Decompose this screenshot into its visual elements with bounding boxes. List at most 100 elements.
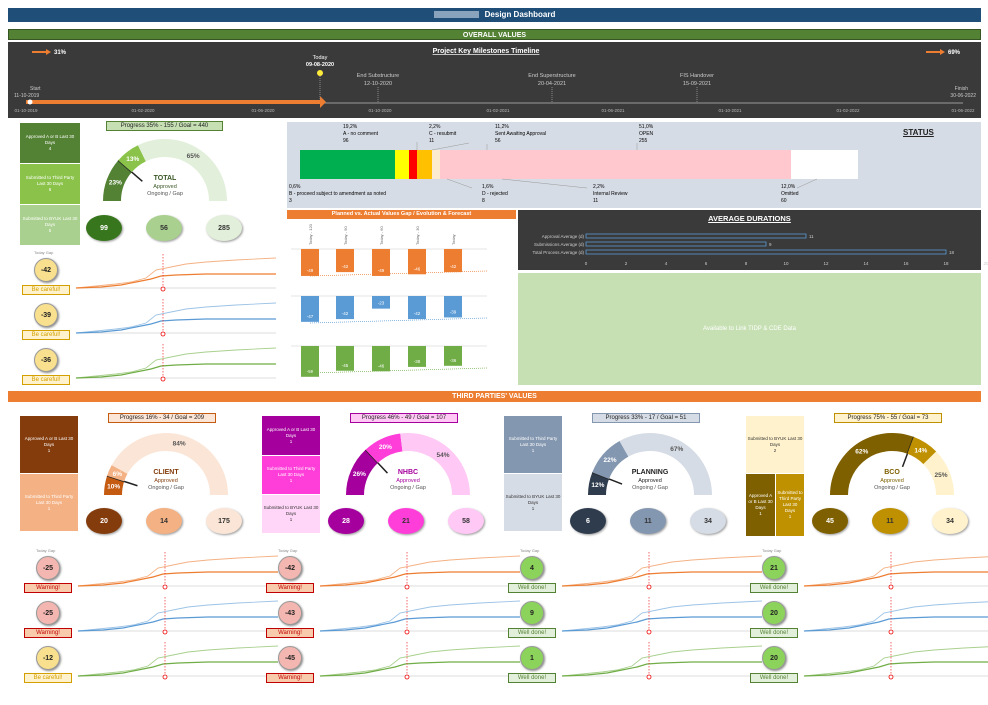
timeline-tick-label: 01-02-2021 <box>486 108 510 113</box>
client-gauge-needle <box>106 475 138 487</box>
planning-count-circle: 6 <box>570 508 606 534</box>
today-marker-dot <box>317 70 323 76</box>
status-segment <box>440 150 507 179</box>
client-gauge-segment <box>107 465 128 482</box>
duration-axis-tick: 8 <box>745 261 748 266</box>
total-gap-indicator: -36 <box>34 348 58 372</box>
bco-gauge-sub2: Ongoing / Gap <box>874 485 910 491</box>
nhbc-recent-box-label: Submitted to Third Party Last 30 Days <box>266 466 316 477</box>
client-gauge-sub2: Ongoing / Gap <box>148 485 184 491</box>
total-gauge-pct: 23% <box>109 179 122 186</box>
planned-gap-bar <box>372 249 390 276</box>
bco-recent-box-label: Submitted to Third Party Last 30 Days <box>777 490 803 513</box>
total-recent-box-label: Approved A or B Last 30 Days <box>25 134 75 145</box>
status-bottom-n: 8 <box>482 198 485 204</box>
duration-value: 18 <box>949 250 955 255</box>
trend-today-marker <box>404 674 410 680</box>
trend-today-marker <box>646 584 652 590</box>
trend-actual-line <box>77 616 278 632</box>
trend-planned-line <box>561 555 763 587</box>
nhbc-gauge-pct: 26% <box>353 471 366 478</box>
status-segment <box>395 150 409 179</box>
nhbc-recent-box-value: 1 <box>289 438 293 444</box>
status-bottom-name: Omitted <box>781 191 799 197</box>
total-gauge-sub1: Approved <box>153 184 177 190</box>
nhbc-gauge-sub1: Approved <box>396 478 420 484</box>
planning-count-circle: 11 <box>630 508 666 534</box>
bco-gauge-pct: 62% <box>855 448 868 455</box>
trend-planned-line <box>75 302 277 334</box>
trend-today-marker <box>160 331 166 337</box>
nhbc-status-tag: Warning! <box>266 673 314 683</box>
planning-gauge-segment <box>592 440 629 479</box>
planned-gap-bar <box>336 346 354 371</box>
planning-today-gap-label: Today Gap <box>520 548 540 553</box>
third-parties-title: THIRD PARTIES' VALUES <box>452 393 537 400</box>
timeline-tick-label: 01-06-2022 <box>951 108 975 113</box>
client-gauge-segment <box>104 475 125 495</box>
milestone-date: 12-10-2020 <box>364 81 392 87</box>
finish-date: 30-06-2022 <box>950 93 976 99</box>
total-recent-box-label: Submitted to Third Party Last 30 Days <box>25 175 75 186</box>
duration-axis-tick: 6 <box>705 261 708 266</box>
client-gauge-pct: 10% <box>107 484 120 491</box>
bco-trend-chart <box>803 642 988 680</box>
planned-gap-bar <box>336 296 354 320</box>
planning-count-circle: 34 <box>690 508 726 534</box>
milestone-label: End Substructure <box>357 73 400 79</box>
trend-today-marker <box>160 286 166 292</box>
planned-gap-bar <box>301 346 319 377</box>
planning-progress-label: Progress 33% - 17 / Goal = 51 <box>592 413 700 423</box>
total-trend-chart <box>75 254 277 292</box>
client-trend-chart <box>77 552 279 590</box>
nhbc-gauge-pct: 54% <box>437 452 450 459</box>
duration-value: 9 <box>769 242 772 247</box>
bco-gauge-pct: 25% <box>935 472 948 479</box>
trend-planned-line <box>75 347 277 379</box>
total-gap-indicator: -39 <box>34 303 58 327</box>
total-recent-box-value: 5 <box>48 228 52 233</box>
nhbc-progress-label: Progress 46% - 49 / Goal = 107 <box>350 413 458 423</box>
total-status-tag: Be careful! <box>22 330 70 340</box>
duration-label: Submissions Average (d) <box>534 242 584 247</box>
duration-axis-tick: 12 <box>823 261 829 266</box>
client-trend-chart <box>77 642 279 680</box>
bco-status-tag: Well done! <box>750 673 798 683</box>
planning-gauge-sub1: Approved <box>638 478 662 484</box>
bco-today-gap-label: Today Gap <box>762 548 782 553</box>
planning-gap-indicator: 4 <box>520 556 544 580</box>
status-top-name: OPEN <box>639 131 654 137</box>
planned-gap-value: -47 <box>307 314 314 319</box>
total-recent-box: Submitted to Third Party Last 30 Days 6 <box>20 164 80 204</box>
total-recent-box-value: 4 <box>48 146 52 151</box>
planned-gap-value: -49 <box>378 268 385 273</box>
status-bottom-pct: 2,2% <box>593 184 605 190</box>
client-count-circle: 14 <box>146 508 182 534</box>
nhbc-gauge-sub2: Ongoing / Gap <box>390 485 426 491</box>
trend-planned-line <box>75 257 277 289</box>
overall-values-bar: OVERALL VALUES <box>8 29 981 40</box>
planned-gap-value: -42 <box>342 264 349 269</box>
right-arrow-icon <box>926 49 945 55</box>
durations-title: AVERAGE DURATIONS <box>708 214 791 223</box>
trend-today-marker <box>162 674 168 680</box>
planned-forecast-line <box>309 270 488 277</box>
bco-gauge-segment <box>907 436 937 465</box>
total-status-tag: Be careful! <box>22 285 70 295</box>
planned-title: Planned vs. Actual Values Gap / Evolutio… <box>331 211 472 217</box>
trend-actual-line <box>77 571 278 587</box>
status-leader-line <box>431 142 470 151</box>
trend-today-marker <box>404 584 410 590</box>
total-trend-chart <box>75 299 277 337</box>
planning-gauge-segment <box>619 433 712 495</box>
nhbc-count-circle: 28 <box>328 508 364 534</box>
bco-gap-indicator: 20 <box>762 601 786 625</box>
planned-gap-value: -36 <box>450 358 457 363</box>
planning-trend-chart <box>561 642 763 680</box>
status-bottom-pct: 0,6% <box>289 184 301 190</box>
trend-planned-line <box>77 645 279 677</box>
status-segment <box>507 150 791 179</box>
